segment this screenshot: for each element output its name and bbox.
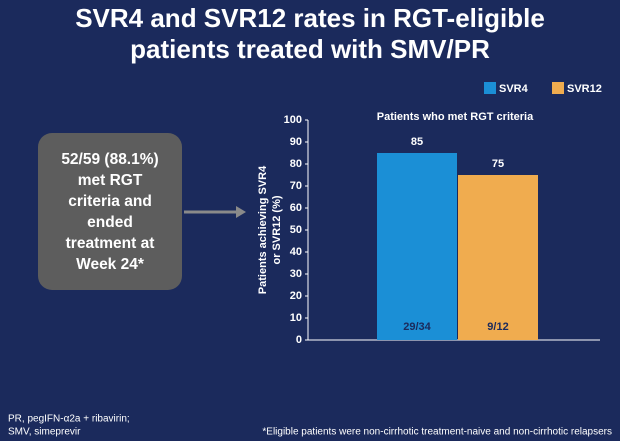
callout-line: ended [87, 214, 133, 231]
callout: 52/59 (88.1%) met RGT criteria and ended tre… [61, 151, 158, 273]
value-label: 75 [492, 158, 504, 170]
y-tick-label: 70 [290, 180, 302, 192]
y-tick-label: 60 [290, 202, 302, 214]
y-axis-label: Patients achieving SVR4 [257, 165, 269, 294]
footnote: *Eligible patients were non-cirrhotic tr… [262, 427, 612, 438]
y-tick-label: 40 [290, 246, 302, 258]
y-tick-label: 10 [290, 312, 302, 324]
title-line: patients treated with SMV/PR [130, 34, 490, 64]
legend-label: SVR4 [499, 83, 529, 95]
inner-label: 29/34 [403, 321, 431, 333]
y-tick-label: 90 [290, 136, 302, 148]
callout-line: treatment at [66, 235, 155, 252]
callout-line: met RGT [78, 172, 143, 189]
y-tick-label: 30 [290, 268, 302, 280]
footnote: PR, pegIFN-α2a + ribavirin; [8, 414, 130, 425]
legend-swatch [484, 82, 496, 94]
legend-swatch [552, 82, 564, 94]
arrow-head [236, 206, 246, 218]
callout-line: Week 24* [76, 256, 145, 273]
y-tick-label: 50 [290, 224, 302, 236]
value-label: 85 [411, 136, 423, 148]
legend-label: SVR12 [567, 83, 602, 95]
y-tick-label: 100 [284, 114, 302, 126]
callout-line: criteria and [68, 193, 152, 210]
callout-box [38, 133, 182, 290]
bar [458, 175, 538, 340]
title-line: SVR4 and SVR12 rates in RGT-eligible [75, 3, 545, 33]
bar [377, 153, 457, 340]
inner-label: 9/12 [487, 321, 508, 333]
y-tick-label: 80 [290, 158, 302, 170]
y-axis-label: or SVR12 (%) [271, 195, 283, 264]
y-tick-label: 0 [296, 334, 302, 346]
callout-line: 52/59 (88.1%) [61, 151, 158, 168]
chart-subtitle: Patients who met RGT criteria [377, 111, 534, 123]
y-tick-label: 20 [290, 290, 302, 302]
footnote: SMV, simeprevir [8, 427, 81, 438]
